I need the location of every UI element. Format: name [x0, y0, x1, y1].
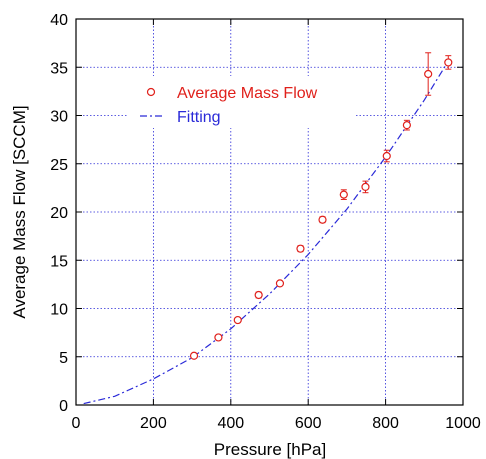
y-tick-label: 30 [50, 109, 68, 126]
y-tick-label: 5 [59, 350, 68, 367]
data-point [402, 121, 411, 130]
x-tick-label: 600 [295, 415, 322, 432]
legend-box [128, 76, 354, 128]
y-tick-label: 35 [50, 60, 68, 77]
y-tick-label: 20 [50, 205, 68, 222]
plot-frame [75, 18, 464, 406]
data-point [339, 190, 348, 199]
data-point [189, 351, 199, 360]
x-tick-label: 400 [217, 415, 244, 432]
y-tick-label: 15 [50, 253, 68, 270]
data-point [382, 151, 391, 161]
y-axis-label: Average Mass Flow [SCCM] [10, 105, 29, 318]
y-tick-label: 10 [50, 302, 68, 319]
data-point [275, 279, 285, 288]
x-tick-label: 1000 [445, 415, 481, 432]
x-tick-label: 200 [140, 415, 167, 432]
data-point [254, 290, 263, 300]
x-tick-label: 800 [372, 415, 399, 432]
y-tick-label: 0 [59, 398, 68, 415]
data-point [424, 69, 433, 79]
data-point [233, 315, 242, 325]
legend-label-average-mass-flow: Average Mass Flow [177, 85, 318, 102]
y-tick-label: 25 [50, 157, 68, 174]
legend-marker-average-mass-flow [146, 87, 156, 97]
tick-labels: 0 200 400 600 800 1000 0 5 10 15 20 25 30 35 40 [50, 12, 481, 432]
x-tick-label: 0 [72, 415, 81, 432]
data-point [361, 182, 370, 192]
fit-line [83, 62, 449, 405]
data-point [296, 244, 305, 253]
legend: Average Mass Flow Fitting [128, 76, 354, 128]
y-tick-label: 40 [50, 12, 68, 29]
data-point [214, 333, 223, 342]
grid [76, 19, 463, 405]
series-layer [83, 52, 453, 405]
data-point [444, 58, 453, 67]
x-axis-label: Pressure [hPa] [214, 440, 326, 459]
data-point [318, 215, 327, 224]
legend-label-fitting: Fitting [177, 109, 221, 126]
